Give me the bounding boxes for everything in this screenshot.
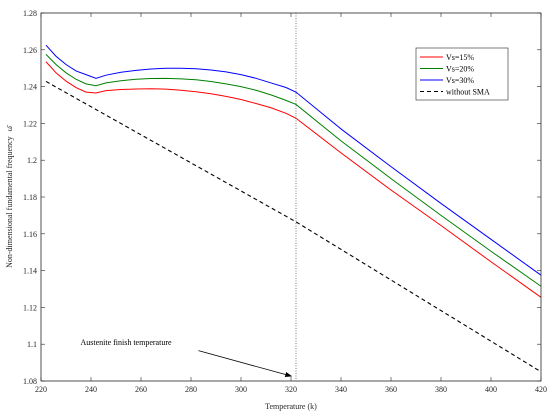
x-axis-ticks: 220 240 260 280 300 320 340 360 380 400 420 [35, 13, 547, 394]
x-tick-label: 240 [85, 385, 97, 394]
annotation-layer: Austenite finish temperature [80, 338, 293, 378]
x-tick-label: 220 [35, 385, 47, 394]
series-layer [45, 44, 542, 373]
y-tick-label: 1.28 [23, 9, 37, 18]
series-line-3 [45, 44, 542, 276]
y-tick-label: 1.1 [27, 340, 37, 349]
series-line-1 [45, 61, 542, 298]
y-axis-label-text: Non-dimensional fundamental frequency [5, 136, 14, 268]
legend: Vs=15% Vs=20% Vs=30% without SMA [415, 47, 509, 101]
y-axis-label-symbol: ω̄ [5, 124, 14, 131]
series-line-2 [45, 54, 542, 287]
series-line-4 [45, 80, 542, 373]
x-tick-label: 420 [535, 385, 547, 394]
legend-label-2: Vs=20% [446, 65, 474, 74]
x-tick-label: 400 [485, 385, 497, 394]
y-axis-label: Non-dimensional fundamental frequency ω̄ [5, 124, 14, 268]
x-tick-label: 380 [435, 385, 447, 394]
x-tick-label: 260 [135, 385, 147, 394]
annotation-label: Austenite finish temperature [80, 338, 172, 347]
legend-label-1: Vs=15% [446, 53, 474, 62]
y-axis-ticks: 1.08 1.1 1.12 1.14 1.16 1.18 1.2 1.22 1.24 1.26 1.… [23, 9, 541, 386]
x-tick-label: 360 [385, 385, 397, 394]
legend-label-3: Vs=30% [446, 76, 474, 85]
y-tick-label: 1.22 [23, 119, 37, 128]
x-tick-label: 300 [235, 385, 247, 394]
x-tick-label: 280 [185, 385, 197, 394]
y-tick-label: 1.26 [23, 46, 37, 55]
y-tick-label: 1.24 [23, 83, 37, 92]
y-tick-label: 1.12 [23, 303, 37, 312]
y-tick-label: 1.08 [23, 377, 37, 386]
annotation-arrow [198, 350, 286, 375]
plot-frame [40, 12, 542, 382]
y-tick-label: 1.16 [23, 230, 37, 239]
x-tick-label: 320 [285, 385, 297, 394]
legend-label-4: without SMA [446, 88, 490, 97]
x-tick-label: 340 [335, 385, 347, 394]
y-tick-label: 1.18 [23, 193, 37, 202]
x-axis-label: Temperature (k) [265, 402, 317, 411]
y-tick-label: 1.2 [27, 156, 37, 165]
y-tick-label: 1.14 [23, 267, 37, 276]
annotation-arrowhead [284, 372, 293, 378]
